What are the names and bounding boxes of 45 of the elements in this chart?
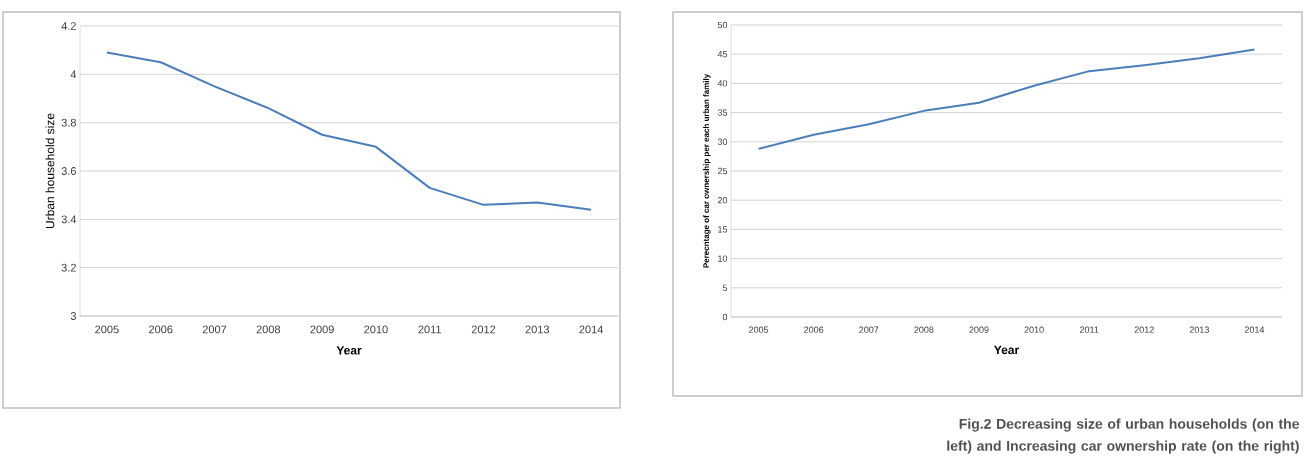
y-tick-label: 50 (717, 21, 728, 29)
y-tick-label: 40 (717, 80, 728, 87)
line-series (105, 51, 593, 211)
x-tick-label: 2010 (1024, 326, 1044, 333)
y-tick-label: 3.4 (61, 215, 77, 224)
x-tick-label: 2005 (749, 326, 769, 333)
y-tick-label: 15 (718, 226, 728, 233)
y-tick-label: 5 (722, 284, 728, 291)
y-tick-label: 3.2 (61, 263, 76, 272)
caption: Fig.2 Decreasing size of urban households (on the left) and Increasing car ownership rate (on the right) (947, 418, 1300, 454)
x-axis-title: Year (994, 345, 1019, 355)
y-tick-label: 10 (718, 255, 728, 262)
y-tick-label: 25 (717, 167, 728, 175)
x-tick-label: 2013 (525, 325, 550, 334)
y-axis-title: Perecntage of car ownership per each urban family (703, 73, 711, 268)
x-tick-label: 2012 (1134, 326, 1154, 333)
x-axis-title: Year (336, 346, 362, 355)
x-tick-label: 2014 (579, 325, 603, 334)
y-tick-label: 4 (70, 70, 77, 79)
y-tick-label: 35 (717, 109, 728, 116)
x-tick-label: 2006 (804, 326, 824, 333)
y-axis-title: Urban household size (45, 113, 55, 229)
x-tick-label: 2007 (859, 326, 879, 333)
x-tick-label: 2009 (969, 326, 989, 333)
y-tick-label: 3.6 (61, 167, 76, 175)
y-tick-label: 3.8 (61, 118, 76, 127)
x-tick-label: 2006 (149, 325, 173, 334)
y-tick-label: 3 (70, 312, 76, 320)
y-tick-label: 45 (717, 51, 728, 58)
x-tick-label: 2014 (1244, 326, 1265, 333)
y-tick-label: 4.2 (61, 22, 76, 30)
x-tick-label: 2008 (256, 325, 281, 334)
y-tick-label: 30 (717, 138, 728, 145)
x-tick-label: 2007 (202, 325, 227, 334)
line-series (757, 48, 1256, 150)
x-tick-label: 2010 (364, 325, 388, 334)
x-tick-label: 2011 (418, 325, 441, 334)
x-tick-label: 2009 (310, 325, 334, 334)
x-tick-label: 2005 (95, 325, 119, 334)
x-tick-label: 2013 (1189, 326, 1209, 333)
x-tick-label: 2012 (471, 325, 496, 334)
y-tick-label: 20 (717, 197, 728, 204)
x-tick-label: 2011 (1079, 326, 1099, 333)
y-tick-label: 0 (722, 313, 728, 321)
x-tick-label: 2008 (914, 326, 934, 333)
